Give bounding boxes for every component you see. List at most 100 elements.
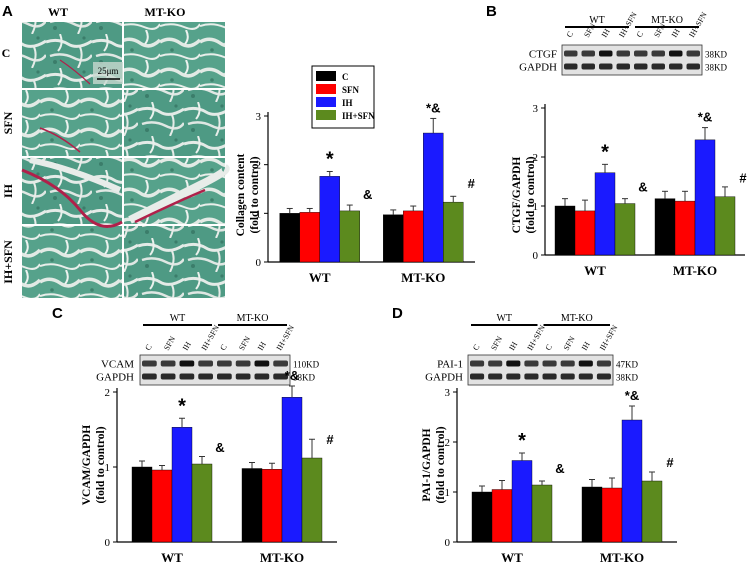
blot-lane-label: IH+SFN xyxy=(687,10,709,39)
vcam-bar-mt-ko-ih-sfn xyxy=(301,457,323,543)
collagen-y-tick-label: 2 xyxy=(256,160,262,172)
collagen-y-tick-label: 3 xyxy=(256,111,262,123)
blot-band xyxy=(560,373,575,380)
ctgf-y-tick-label: 0 xyxy=(533,250,539,262)
blot-band xyxy=(273,360,288,367)
blot-lane-label: IH xyxy=(256,340,268,352)
vcam-ylabel-2: (fold to control) xyxy=(95,426,107,503)
legend-label-c: C xyxy=(342,72,349,82)
blot-lane-label: IH xyxy=(181,340,193,352)
blot-group-label: WT xyxy=(589,15,605,26)
collagen-bar-mt-ko-sfn xyxy=(403,210,424,263)
ctgf-bar-wt-ih-sfn xyxy=(614,203,636,256)
blot-band xyxy=(488,360,503,367)
blot-band xyxy=(142,360,157,367)
collagen-significance-mark: * xyxy=(326,148,334,170)
blot-lane-label: SFN xyxy=(562,335,577,352)
blot-lane-label: SFN xyxy=(489,335,504,352)
blot-lane-label: C xyxy=(565,30,575,39)
blot-band xyxy=(235,373,251,380)
pai1-y-tick-label: 2 xyxy=(445,437,451,449)
blot-kd-label: 47KD xyxy=(616,360,638,370)
collagen-bar-wt-sfn xyxy=(299,212,320,263)
vcam-y-tick-label: 0 xyxy=(105,537,111,549)
blot-kd-label: 38KD xyxy=(705,63,727,73)
vcam-bar-mt-ko-c xyxy=(241,468,263,543)
collagen-fibre xyxy=(134,188,206,224)
histology-ihsfn-mtko xyxy=(124,226,225,298)
blot-lane-label: IH xyxy=(580,340,592,352)
ctgf-ylabel-1: CTGF/GAPDH xyxy=(511,157,523,234)
pai1-significance-mark: * xyxy=(518,430,526,452)
ctgf-y-tick-label: 2 xyxy=(533,152,539,164)
blot-band xyxy=(273,373,288,380)
legend-swatch-ihsfn xyxy=(316,110,336,120)
vcam-significance-mark: & xyxy=(215,440,224,455)
legend: C SFN IH IH+SFN xyxy=(311,65,375,129)
panel-d-letter: D xyxy=(392,305,403,322)
collagen-y-tick-label: 1 xyxy=(256,208,262,220)
ctgf-bar-wt-ih xyxy=(594,172,616,256)
collagen-bar-wt-ih xyxy=(319,176,340,263)
blot-band xyxy=(179,373,195,380)
blot-band xyxy=(179,360,195,367)
blot-lane-label: C xyxy=(544,343,554,352)
blot-band xyxy=(470,360,485,367)
collagen-bar-wt-c xyxy=(279,213,300,263)
vcam-significance-mark: # xyxy=(326,432,334,447)
vcam-bar-wt-c xyxy=(131,466,153,543)
vcam-bar-wt-sfn xyxy=(151,469,173,543)
blot-lane-label: IH+SFN xyxy=(275,323,297,352)
ctgf-bar-wt-c xyxy=(554,205,576,256)
blot-group-label: MT-KO xyxy=(237,313,269,324)
pai1-ylabel-1: PAI-1/GAPDH xyxy=(421,428,433,501)
blot-band xyxy=(198,373,213,380)
histology-grid: 25μm xyxy=(21,22,230,298)
blot-row-label: GAPDH xyxy=(425,372,463,384)
ctgf-bar-mt-ko-ih xyxy=(694,139,716,256)
pai1-category-label: MT-KO xyxy=(600,550,644,565)
pai1-ylabel-2: (fold to control) xyxy=(435,426,447,503)
panel-c-letter: C xyxy=(52,305,63,322)
scale-bar-label: 25μm xyxy=(98,66,119,76)
blot-lane-label: C xyxy=(143,343,153,352)
blot-row-label: GAPDH xyxy=(519,62,557,74)
row-label-c: C xyxy=(2,46,11,60)
blot-row-label: GAPDH xyxy=(96,372,134,384)
pai1-category-label: WT xyxy=(501,550,523,565)
blot-lane-label: SFN xyxy=(237,335,252,352)
histology-ih-wt xyxy=(22,158,122,224)
blot-band xyxy=(616,63,630,70)
pai1-bar-mt-ko-ih-sfn xyxy=(641,480,663,543)
ctgf-significance-mark: & xyxy=(638,180,647,195)
row-label-ih: IH xyxy=(1,183,15,198)
blot-band xyxy=(581,50,595,57)
row-label-ihsfn: IH+SFN xyxy=(1,240,15,284)
interstitial-gap xyxy=(29,157,122,193)
collagen-significance-mark: & xyxy=(363,187,372,202)
blot-band xyxy=(506,373,521,380)
histology-ihsfn-wt xyxy=(22,226,122,298)
blot-group-label: WT xyxy=(170,313,186,324)
pai1-y-tick-label: 3 xyxy=(445,387,451,399)
ctgf-bar-wt-sfn xyxy=(574,210,596,256)
blot-band xyxy=(142,373,157,380)
blot-band xyxy=(669,63,683,70)
blot-band xyxy=(160,360,176,367)
vcam-category-label: MT-KO xyxy=(260,550,304,565)
ctgf-bar-mt-ko-ih-sfn xyxy=(714,196,736,256)
collagen-bar-wt-ih-sfn xyxy=(339,210,360,263)
blot-band xyxy=(542,373,557,380)
collagen-y-tick-label: 0 xyxy=(256,257,262,269)
blot-band xyxy=(564,63,578,70)
ctgf-significance-mark: # xyxy=(739,171,747,186)
panel-b-letter: B xyxy=(486,3,497,20)
blot-band xyxy=(235,360,251,367)
blot-kd-label: 110KD xyxy=(293,360,320,370)
blot-lane-label: SFN xyxy=(162,335,177,352)
vcam-bar-wt-ih xyxy=(171,427,193,543)
vcam-ylabel-1: VCAM/GAPDH xyxy=(81,425,93,506)
blot-band xyxy=(669,50,683,57)
